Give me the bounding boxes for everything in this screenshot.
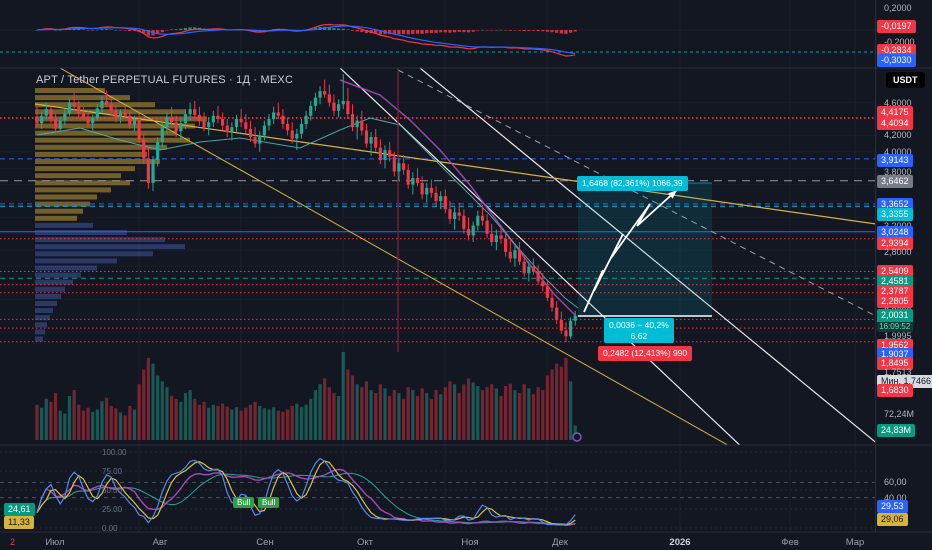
- price-scale-badge: 4,4175: [877, 106, 913, 119]
- current-price-badge: 2,0031 16:09:52: [877, 309, 913, 332]
- stoch-left-scale-label: 0.00: [102, 524, 118, 533]
- price-scale-badge: 3,0248: [877, 226, 913, 239]
- fib-range-line1: 0,0036 − 40,2%: [609, 320, 669, 330]
- price-scale-badge: 24,83М: [877, 424, 916, 437]
- stochastic-pane[interactable]: [0, 451, 875, 529]
- macd-value-badge: -0,2834: [877, 44, 916, 57]
- price-scale-badge: 3,3355: [877, 208, 913, 221]
- price-scale-label: 1,7513: [884, 367, 912, 377]
- fib-range-line2: 6,62: [630, 330, 648, 341]
- price-scale-badge: 2,5409: [877, 265, 913, 278]
- time-axis-label[interactable]: Фев: [781, 537, 799, 548]
- price-scale-badge: 1,6830: [877, 384, 913, 397]
- zigzag-arrow: [583, 189, 678, 313]
- price-scale-label: 2,8000: [884, 247, 912, 257]
- price-scale-label: 3,8000: [884, 167, 912, 177]
- macd-scale-label: 0,2000: [884, 3, 912, 13]
- price-scale-badge: 2,3787: [877, 285, 913, 298]
- price-scale-badge: 3,6462: [877, 175, 913, 188]
- fib-projection[interactable]: [578, 182, 712, 317]
- time-axis-corner-label: 2: [10, 537, 16, 547]
- stoch-value-badge: 29,53: [877, 500, 908, 513]
- price-scale-badge: 2,4581: [877, 275, 913, 288]
- currency-badge[interactable]: USDT: [886, 72, 925, 88]
- stoch-left-scale-label: 25.00: [102, 505, 123, 514]
- price-scale-badge: 2,2805: [877, 295, 913, 308]
- fib-range-label[interactable]: 0,0036 − 40,2% 6,62: [604, 318, 674, 344]
- stoch-left-scale-label: 100.00: [102, 448, 127, 457]
- time-axis-label[interactable]: Июл: [45, 537, 65, 548]
- time-axis-label[interactable]: Окт: [356, 537, 374, 548]
- time-axis-label[interactable]: Мар: [845, 537, 865, 548]
- stoch-left-badge: 11,33: [4, 516, 34, 529]
- time-axis-label[interactable]: Ноя: [461, 537, 479, 548]
- price-scale-badge: 1,8495: [877, 357, 913, 370]
- price-scale-label: 4,6000: [884, 98, 912, 108]
- price-scale-badge: 3,9143: [877, 154, 913, 167]
- bull-marker: Bull: [233, 497, 255, 508]
- volume-bars: [35, 352, 577, 440]
- stoch-scale-label: 40,00: [884, 493, 907, 503]
- bull-marker: Bull: [258, 497, 280, 508]
- fib-extension-label[interactable]: 1,6468 (82,361%) 1066,39: [577, 176, 688, 191]
- stoch-scale-label: 60,00: [884, 477, 907, 487]
- macd-pane[interactable]: [0, 23, 875, 57]
- stoch-left-scale-label: 50.00: [102, 486, 123, 495]
- macd-value-badge: -0,0197: [877, 20, 916, 33]
- symbol-title[interactable]: APT / Tether PERPETUAL FUTURES · 1Д · ME…: [36, 74, 294, 86]
- price-scale-label: 1,9995: [884, 331, 912, 341]
- price-scale-label: 72,24М: [884, 409, 915, 419]
- time-axis-label[interactable]: Дек: [552, 537, 568, 548]
- candlesticks[interactable]: [35, 73, 577, 343]
- price-scale-badge: 4,4094: [877, 117, 913, 130]
- stoch-left-badge: 24,61: [4, 503, 35, 516]
- event-marker: [572, 432, 582, 442]
- stoch-value-badge: 29,06: [877, 513, 908, 526]
- stoch-left-scale-label: 75.00: [102, 467, 123, 476]
- macd-value-badge: -0,3030: [877, 54, 916, 67]
- price-scale-badge: 2,9394: [877, 237, 913, 250]
- price-scale-label: 4,0000: [884, 147, 912, 157]
- time-axis-label[interactable]: 2026: [669, 537, 691, 548]
- fib-retrace-label[interactable]: 0,2482 (12,413%) 990: [598, 346, 693, 361]
- macd-scale-label: -0,2000: [884, 37, 915, 47]
- price-scale-label: 4,2000: [884, 130, 912, 140]
- time-axis-label[interactable]: Авг: [152, 537, 168, 548]
- price-scale-badge: 3,3652: [877, 198, 913, 211]
- main-price-pane[interactable]: [0, 68, 932, 452]
- time-axis-label[interactable]: Сен: [256, 537, 274, 548]
